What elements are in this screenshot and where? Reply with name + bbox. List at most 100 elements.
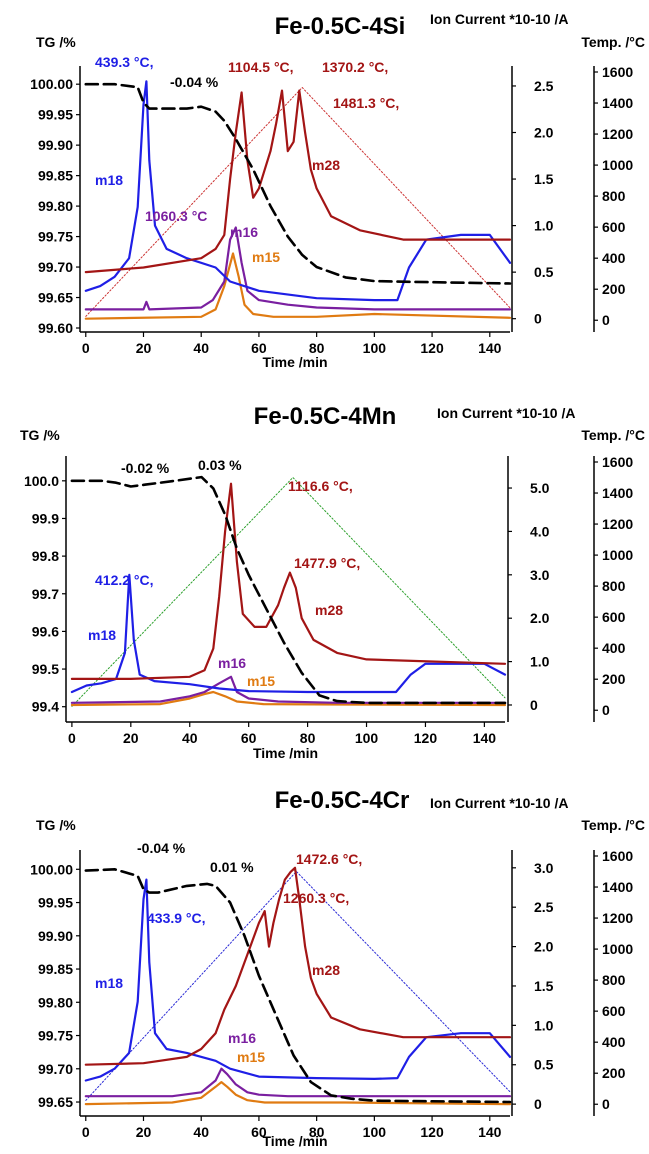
series-m16-line	[84, 226, 512, 311]
ion-current-tick-label: 1.0	[530, 654, 550, 670]
x-tick-label: 120	[420, 1124, 444, 1140]
y-tick-label: 100.00	[30, 76, 73, 92]
ion-current-tick-label: 0	[530, 697, 538, 713]
ion-current-tick-label: 1.5	[534, 978, 554, 994]
temp-tick-label: 1000	[602, 547, 633, 563]
x-tick-label: 0	[82, 1124, 90, 1140]
y-tick-label: 100.00	[30, 861, 73, 877]
y-tick-label: 99.60	[38, 320, 73, 336]
x-tick-label: 40	[193, 1124, 209, 1140]
ion-current-tick-label: 3.0	[534, 860, 554, 876]
y-tick-label: 99.65	[38, 1094, 73, 1110]
temp-axis-label: Temp. /°C	[581, 817, 645, 833]
temp-tick-label: 400	[602, 1034, 626, 1050]
y-tick-label: 99.4	[32, 699, 59, 715]
x-tick-label: 60	[251, 340, 267, 356]
chart-title: Fe-0.5C-4Mn	[254, 403, 397, 430]
chart-panel-1: Fe-0.5C-4Si Ion Current *10-10 /A TG /% Tem…	[30, 11, 645, 370]
temp-tick-label: 800	[602, 972, 626, 988]
series-m28-line	[84, 866, 512, 1066]
temp-tick-label: 1000	[602, 941, 633, 957]
annotation-label: 439.3 °C,	[95, 54, 154, 70]
ion-current-tick-label: 1.0	[534, 1017, 554, 1033]
x-axis-label: Time /min	[262, 1133, 327, 1149]
right-axis-title: Ion Current *10-10 /A	[437, 405, 575, 421]
temp-tick-label: 1200	[602, 910, 633, 926]
chart-panel-2: Fe-0.5C-4Mn Ion Current *10-10 /A TG /% Tem…	[20, 403, 645, 761]
x-tick-label: 140	[473, 730, 497, 746]
series-m15-line	[70, 690, 507, 707]
annotation-label: m16	[230, 224, 258, 240]
temp-tick-label: 0	[602, 312, 610, 328]
annotation-label: m28	[312, 962, 340, 978]
temp-tick-label: 1400	[602, 95, 633, 111]
x-tick-label: 20	[123, 730, 139, 746]
x-tick-label: 100	[355, 730, 379, 746]
x-tick-label: 20	[136, 1124, 152, 1140]
annotation-label: 1481.3 °C,	[333, 95, 399, 111]
y-tick-label: 99.85	[38, 961, 73, 977]
y-tick-label: 99.90	[38, 137, 73, 153]
annotation-label: m15	[237, 1049, 265, 1065]
x-tick-label: 0	[68, 730, 76, 746]
y-axis-label: TG /%	[36, 817, 76, 833]
annotation-label: m18	[95, 172, 123, 188]
annotation-label: 412.2 °C,	[95, 572, 154, 588]
series-m28-line	[70, 482, 507, 681]
ion-current-tick-label: 0	[534, 1096, 542, 1112]
y-tick-label: 99.65	[38, 290, 73, 306]
ion-current-tick-label: 5.0	[530, 480, 550, 496]
temp-tick-label: 1400	[602, 879, 633, 895]
ion-current-tick-label: 1.0	[534, 218, 554, 234]
annotation-label: 1116.6 °C,	[288, 478, 353, 494]
temp-tick-label: 1400	[602, 485, 633, 501]
temp-tick-label: 400	[602, 250, 626, 266]
x-tick-label: 120	[414, 730, 438, 746]
temp-tick-label: 400	[602, 640, 626, 656]
x-tick-label: 80	[300, 730, 316, 746]
x-axis-label: Time /min	[262, 354, 327, 370]
series-m18-line	[84, 878, 512, 1082]
y-tick-label: 99.80	[38, 198, 73, 214]
y-tick-label: 99.95	[38, 107, 73, 123]
y-axis-label: TG /%	[36, 34, 76, 50]
x-tick-label: 60	[251, 1124, 267, 1140]
x-tick-label: 60	[241, 730, 257, 746]
series-m15-line	[84, 252, 512, 320]
temp-tick-label: 600	[602, 219, 626, 235]
y-tick-label: 99.85	[38, 168, 73, 184]
y-tick-label: 99.7	[32, 586, 59, 602]
annotation-label: m16	[228, 1030, 256, 1046]
x-tick-label: 0	[82, 340, 90, 356]
temp-tick-label: 1200	[602, 126, 633, 142]
series-m28-line	[84, 89, 512, 274]
annotation-label: m28	[315, 602, 343, 618]
temp-tick-label: 600	[602, 1003, 626, 1019]
annotation-label: 1370.2 °C,	[322, 59, 388, 75]
annotation-label: 1477.9 °C,	[294, 555, 360, 571]
ion-current-tick-label: 0.5	[534, 264, 554, 280]
temp-tick-label: 200	[602, 671, 626, 687]
temp-tick-label: 1200	[602, 516, 633, 532]
annotation-label: -0.02 %	[121, 460, 170, 476]
series-tg-line	[70, 475, 507, 705]
y-tick-label: 99.70	[38, 259, 73, 275]
annotation-label: m18	[95, 975, 123, 991]
annotation-label: m16	[218, 655, 246, 671]
temp-tick-label: 1600	[602, 454, 633, 470]
temp-axis-label: Temp. /°C	[581, 34, 645, 50]
series-m16-line	[84, 1067, 512, 1098]
temp-tick-label: 200	[602, 1065, 626, 1081]
x-tick-label: 40	[193, 340, 209, 356]
x-tick-label: 140	[478, 340, 502, 356]
series-tg-line	[84, 82, 512, 285]
temp-tick-label: 0	[602, 702, 610, 718]
y-tick-label: 99.6	[32, 623, 59, 639]
annotation-label: m18	[88, 627, 116, 643]
x-tick-label: 20	[136, 340, 152, 356]
annotation-label: 1260.3 °C,	[283, 890, 349, 906]
series-m18-line	[84, 80, 512, 302]
temp-tick-label: 800	[602, 188, 626, 204]
y-tick-label: 99.9	[32, 510, 59, 526]
